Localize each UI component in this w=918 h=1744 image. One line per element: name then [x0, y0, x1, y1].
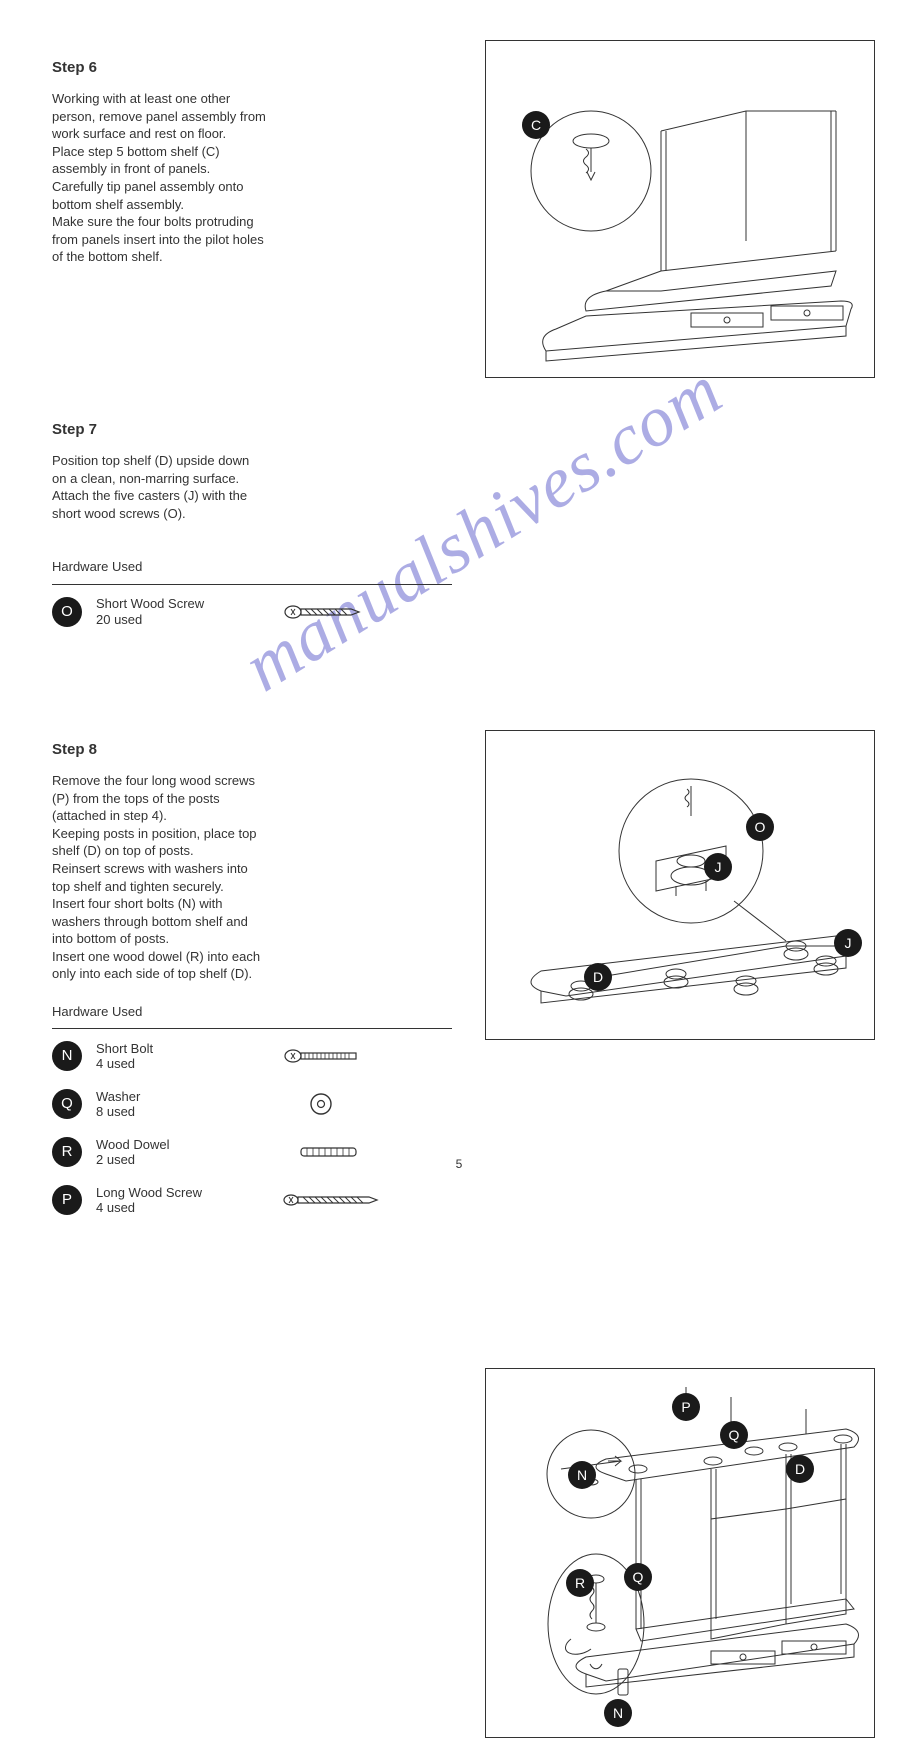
figure-step7-panel: O J D J: [485, 730, 875, 1040]
step7-block: Step 7 Position top shelf (D) upside dow…: [52, 420, 452, 643]
hw-badge-P: P: [52, 1185, 82, 1215]
rule: [52, 584, 452, 585]
callout-J: J: [834, 929, 862, 957]
step7-hwline: Hardware Used: [52, 558, 452, 576]
callout-O: O: [746, 813, 774, 841]
figure-step8-panel: N P Q D R Q N: [485, 1368, 875, 1738]
callout-P: P: [672, 1393, 700, 1421]
hw-label: Long Wood Screw 4 used: [96, 1185, 281, 1216]
page-number: 5: [0, 1156, 918, 1172]
step6-body: Working with at least one other person, …: [52, 90, 452, 265]
hw-row: P Long Wood Screw 4 used: [52, 1183, 452, 1217]
callout-D: D: [584, 963, 612, 991]
step7-title: Step 7: [52, 420, 452, 440]
hw-label: Washer 8 used: [96, 1089, 281, 1120]
callout-N: N: [568, 1461, 596, 1489]
step8-title: Step 8: [52, 740, 452, 760]
washer-icon: [281, 1090, 381, 1118]
hw-row: N Short Bolt 4 used: [52, 1039, 452, 1073]
figure-step6-panel: C: [485, 40, 875, 378]
figure-step8-drawing: [486, 1369, 876, 1739]
callout-R: R: [566, 1569, 594, 1597]
step7-body: Position top shelf (D) upside down on a …: [52, 452, 452, 522]
step6-title: Step 6: [52, 58, 452, 78]
step8-body: Remove the four long wood screws (P) fro…: [52, 772, 452, 983]
callout-J: J: [704, 853, 732, 881]
figure-step7-drawing: [486, 731, 876, 1041]
page: manualshives.com Step 6 Working with at …: [0, 0, 918, 1188]
rule: [52, 1028, 452, 1029]
long-wood-screw-icon: [281, 1186, 381, 1214]
callout-Q: Q: [624, 1563, 652, 1591]
callout-C: C: [522, 111, 550, 139]
hw-row: Q Washer 8 used: [52, 1087, 452, 1121]
hw-label: Short Wood Screw 20 used: [96, 596, 281, 627]
figure-step6-drawing: [486, 41, 876, 379]
callout-D: D: [786, 1455, 814, 1483]
hw-label: Short Bolt 4 used: [96, 1041, 281, 1072]
hw-badge-Q: Q: [52, 1089, 82, 1119]
short-wood-screw-icon: [281, 598, 381, 626]
hw-badge-O: O: [52, 597, 82, 627]
callout-Q: Q: [720, 1421, 748, 1449]
hw-badge-N: N: [52, 1041, 82, 1071]
step6-block: Step 6 Working with at least one other p…: [52, 58, 452, 266]
callout-N: N: [604, 1699, 632, 1727]
step8-hwline: Hardware Used: [52, 1003, 452, 1021]
short-bolt-icon: [281, 1042, 381, 1070]
hw-row: O Short Wood Screw 20 used: [52, 595, 452, 629]
